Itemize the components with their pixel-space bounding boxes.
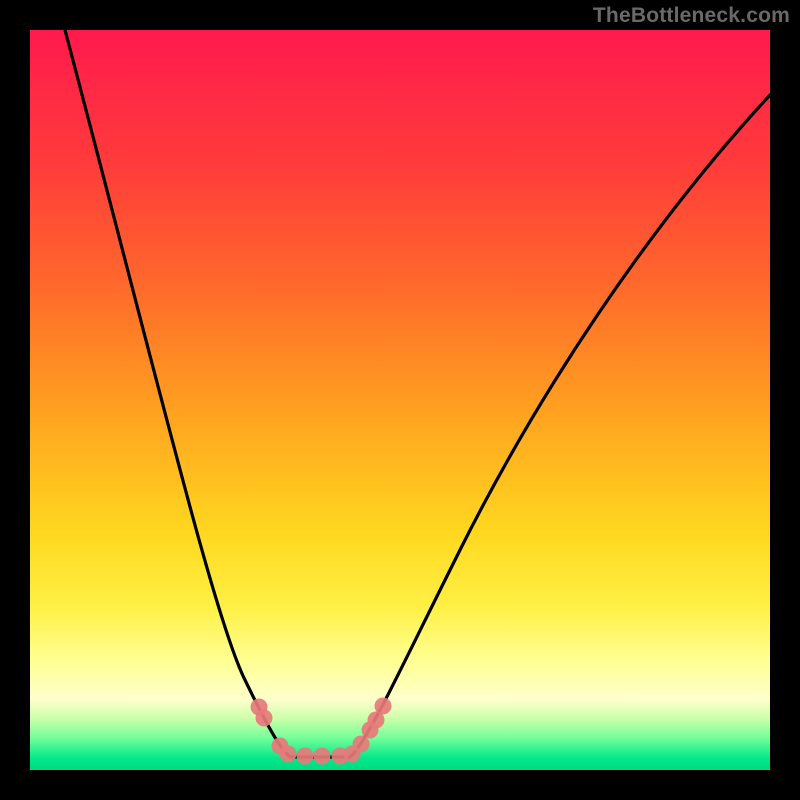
marker-point — [314, 748, 331, 765]
chart-svg — [30, 30, 770, 770]
marker-point — [353, 736, 370, 753]
watermark-text: TheBottleneck.com — [593, 4, 790, 28]
marker-point — [280, 746, 297, 763]
marker-point — [256, 710, 273, 727]
marker-point — [375, 698, 392, 715]
plot-area — [30, 30, 770, 770]
chart-container: TheBottleneck.com — [0, 0, 800, 800]
gradient-background — [30, 30, 770, 770]
marker-point — [297, 748, 314, 765]
